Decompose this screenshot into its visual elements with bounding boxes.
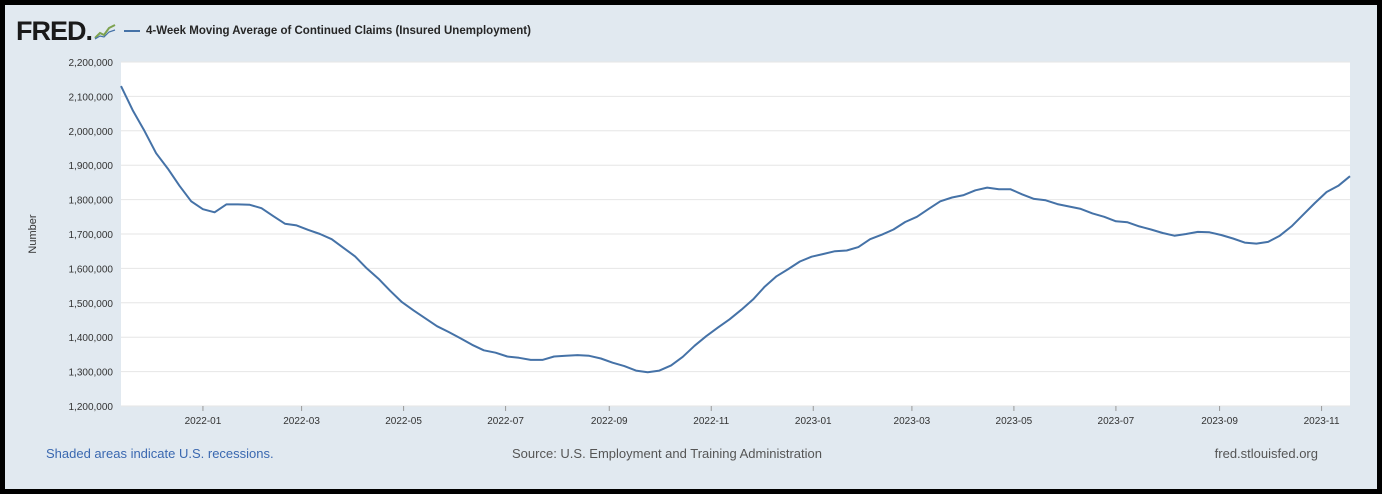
legend-series-title[interactable]: 4-Week Moving Average of Continued Claim…	[146, 25, 531, 37]
source-note: Source: U.S. Employment and Training Adm…	[512, 446, 822, 461]
recession-note-link[interactable]: Shaded areas indicate U.S. recessions.	[46, 446, 274, 461]
x-axis-ticks: 2022-01 2022-03 2022-05 2022-07 2022-09 2022-…	[185, 406, 1340, 427]
x-tick-label: 2022-03	[283, 416, 320, 427]
x-tick-label: 2022-09	[591, 416, 628, 427]
y-tick-label: 1,700,000	[69, 230, 114, 241]
series-line[interactable]	[120, 85, 1351, 374]
x-tick-label: 2023-09	[1201, 416, 1238, 427]
y-axis-ticks: 1,200,000 1,300,000 1,400,000 1,500,000 1,60…	[69, 58, 114, 413]
y-tick-label: 1,600,000	[69, 264, 114, 275]
chart-footer: Shaded areas indicate U.S. recessions. S…	[0, 446, 1382, 466]
legend-swatch	[124, 30, 141, 32]
gridlines	[121, 61, 1350, 407]
y-tick-label: 1,400,000	[69, 333, 114, 344]
fred-logo[interactable]: FRED.	[16, 15, 93, 46]
y-tick-label: 1,900,000	[69, 161, 114, 172]
y-axis-label: Number	[27, 214, 39, 253]
y-tick-label: 2,200,000	[69, 58, 114, 69]
y-tick-label: 1,500,000	[69, 299, 114, 310]
chart-header: FRED. 4-Week Moving Average of Continued…	[16, 14, 531, 48]
x-tick-label: 2022-07	[487, 416, 524, 427]
x-tick-label: 2023-05	[996, 416, 1033, 427]
x-tick-label: 2023-01	[795, 416, 832, 427]
y-tick-label: 1,800,000	[69, 196, 114, 207]
x-tick-label: 2022-11	[693, 416, 729, 427]
y-tick-label: 1,200,000	[69, 402, 114, 413]
x-tick-label: 2023-07	[1098, 416, 1135, 427]
x-tick-label: 2023-11	[1304, 416, 1340, 427]
site-link[interactable]: fred.stlouisfed.org	[1214, 446, 1318, 461]
series-group	[120, 85, 1351, 374]
x-tick-label: 2022-01	[185, 416, 222, 427]
fred-graph-logo-icon	[94, 22, 117, 40]
x-tick-label: 2023-03	[894, 416, 931, 427]
y-tick-label: 2,100,000	[69, 92, 114, 103]
y-tick-label: 2,000,000	[69, 127, 114, 138]
y-tick-label: 1,300,000	[69, 368, 114, 379]
x-tick-label: 2022-05	[385, 416, 422, 427]
